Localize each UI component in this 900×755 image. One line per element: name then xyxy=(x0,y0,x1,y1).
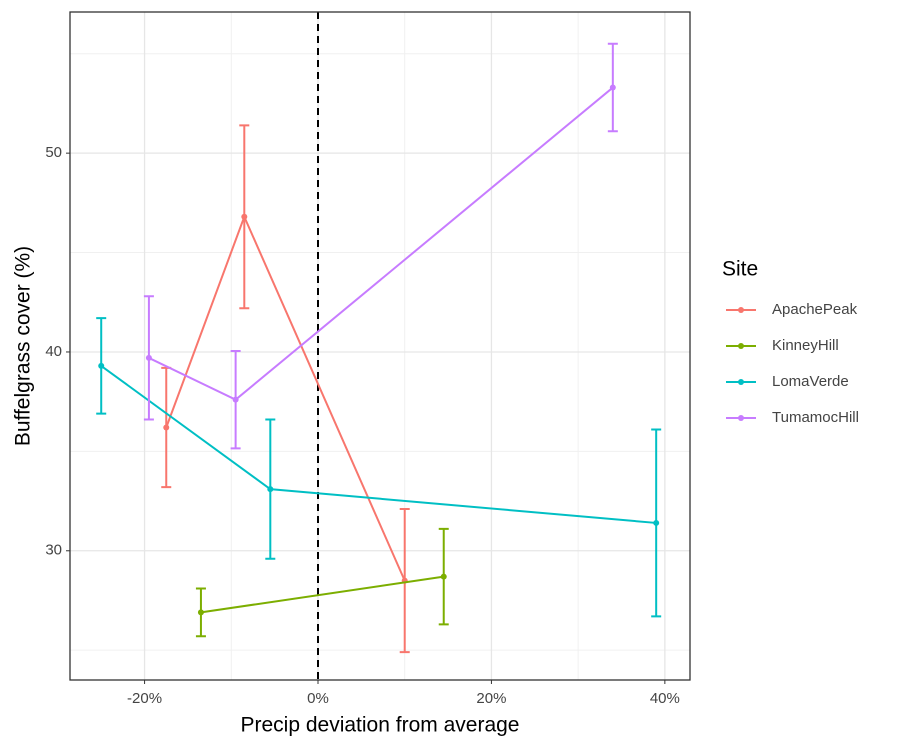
series-line xyxy=(148,86,614,401)
series-line xyxy=(200,575,444,614)
y-tick-label: 30 xyxy=(45,542,62,559)
point xyxy=(145,354,152,361)
point xyxy=(98,362,105,369)
legend-label: KinneyHill xyxy=(772,337,839,354)
y-tick-label: 40 xyxy=(45,343,62,360)
legend-key-point xyxy=(738,415,744,421)
legend-label: LomaVerde xyxy=(772,373,849,390)
legend-label: ApachePeak xyxy=(772,301,858,318)
point xyxy=(197,609,204,616)
plot-border xyxy=(69,11,691,681)
legend-key-point xyxy=(738,379,744,385)
legend-title: Site xyxy=(722,258,758,281)
point xyxy=(609,84,616,91)
point xyxy=(267,486,274,493)
y-tick-label: 50 xyxy=(45,144,62,161)
legend-label: TumamocHill xyxy=(772,409,859,426)
x-axis-title: Precip deviation from average xyxy=(241,714,520,737)
point xyxy=(653,519,660,526)
point xyxy=(241,213,248,220)
point xyxy=(163,424,170,431)
x-tick-label: 40% xyxy=(650,690,680,707)
legend-key-point xyxy=(738,307,744,313)
x-tick-label: 20% xyxy=(476,690,506,707)
x-tick-label: 0% xyxy=(307,690,329,707)
point xyxy=(440,573,447,580)
y-axis-title: Buffelgrass cover (%) xyxy=(12,246,35,446)
legend-key-point xyxy=(738,343,744,349)
series-line xyxy=(165,214,406,581)
series-line xyxy=(100,365,657,524)
x-tick-label: -20% xyxy=(127,690,162,707)
point xyxy=(232,396,239,403)
